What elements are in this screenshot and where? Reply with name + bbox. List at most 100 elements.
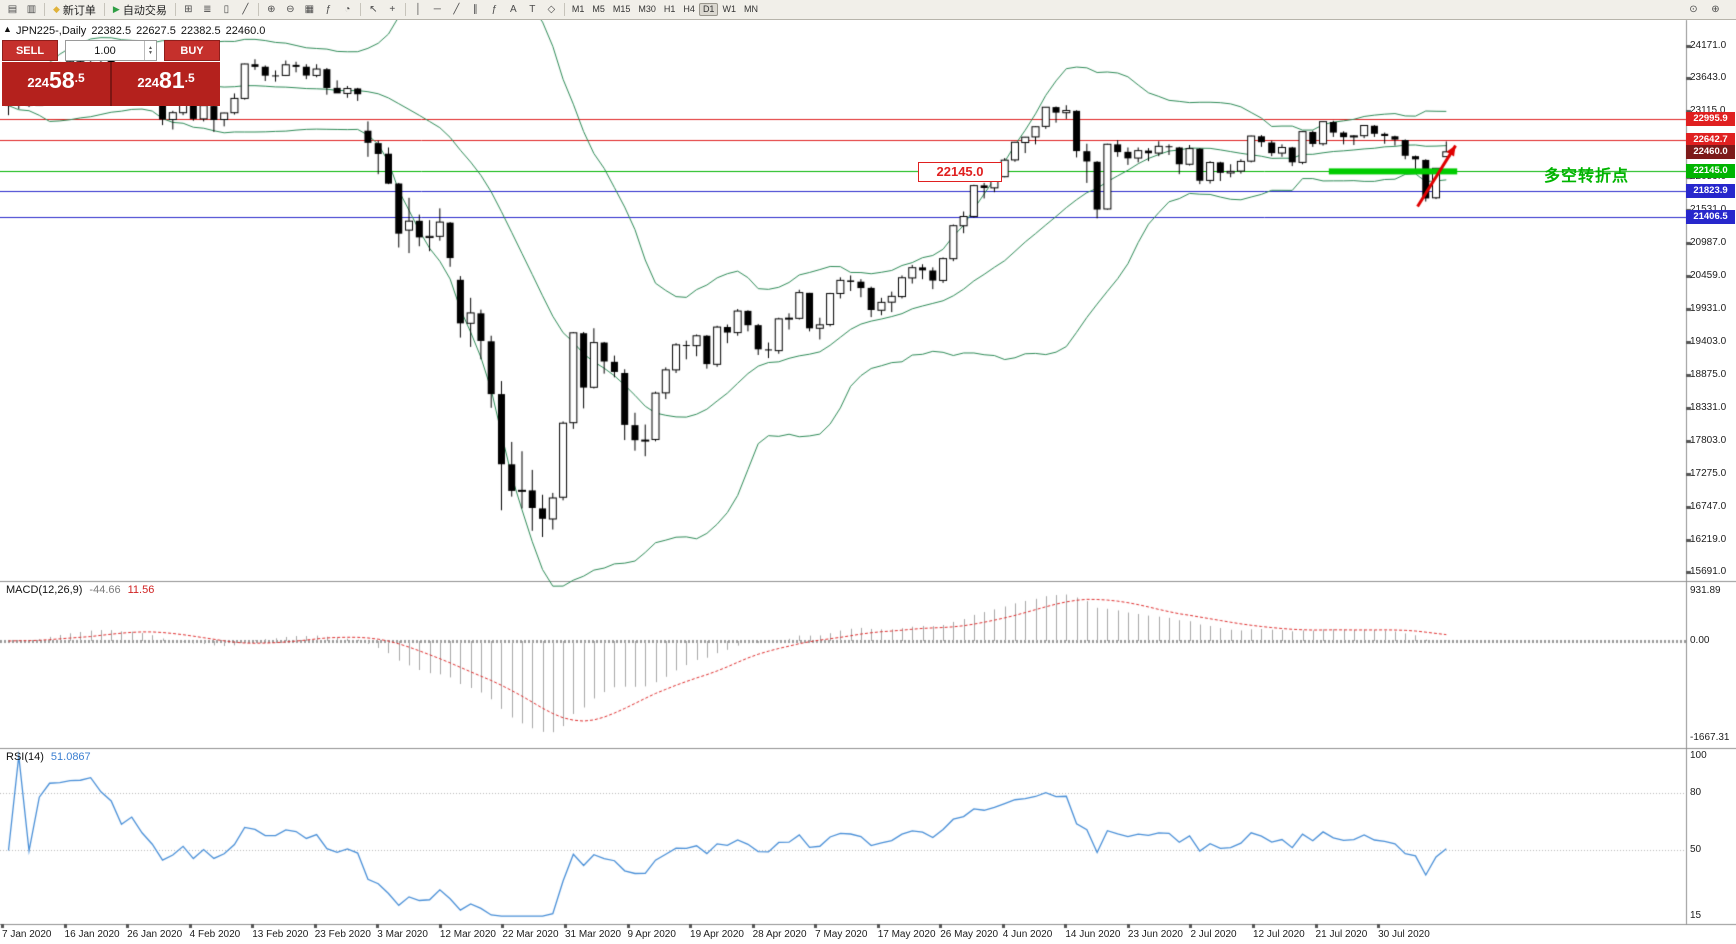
macd-signal-value: 11.56 [127, 584, 155, 596]
buy-price-part-2: .5 [184, 71, 195, 85]
date-axis-label: 23 Jun 2020 [1127, 929, 1183, 940]
ohlc-low: 22382.5 [180, 25, 221, 37]
vertical-line-icon[interactable]: │ [415, 3, 422, 15]
horizontal-line-icon[interactable]: ─ [433, 3, 441, 15]
date-axis-label: 23 Feb 2020 [314, 929, 371, 940]
toolbar-separator [174, 3, 176, 16]
chart-title: JPN225-,Daily 22382.5 22627.5 22382.5 22460.… [16, 25, 270, 37]
date-axis-label: 13 Feb 2020 [252, 929, 309, 940]
buy-price-part-0: 224 [137, 75, 160, 90]
tile-windows-icon[interactable]: ⊞ [184, 3, 193, 15]
date-axis-label: 30 Jul 2020 [1378, 929, 1430, 940]
price-axis-label: 16747.0 [1690, 500, 1727, 512]
price-axis-label: 20459.0 [1690, 270, 1727, 282]
new-order-button-label: 新订单 [62, 4, 96, 17]
rsi-value: 51.0867 [50, 751, 91, 763]
rsi-indicator-header: RSI(14) 51.0867 [6, 751, 91, 763]
ohlc-high: 22627.5 [136, 25, 176, 37]
price-axis-label: 24171.0 [1690, 39, 1727, 51]
date-axis-label: 28 Apr 2020 [752, 929, 807, 940]
crosshair-icon[interactable]: + [389, 3, 396, 15]
timeframe-button-m30[interactable]: M30 [638, 4, 656, 14]
date-axis-label: 7 Jan 2020 [2, 929, 52, 940]
date-axis-label: 14 Jun 2020 [1065, 929, 1121, 940]
fibonacci-icon[interactable]: ƒ [491, 3, 498, 15]
magnifier-plus-icon[interactable]: ⊕ [1711, 3, 1720, 15]
date-axis-label: 12 Mar 2020 [439, 929, 496, 940]
date-axis-label: 22 Mar 2020 [502, 929, 559, 940]
price-level-tag: 22642.7 [1686, 133, 1735, 148]
rsi-axis-label: 50 [1690, 844, 1702, 856]
rsi-axis-label: 80 [1690, 786, 1702, 798]
indicators-icon[interactable]: ƒ [325, 3, 332, 15]
ohlc-close: 22460.0 [225, 25, 266, 37]
autotrading-button-label: 自动交易 [122, 4, 167, 17]
spinner-down-icon[interactable]: ▼ [148, 49, 153, 56]
sell-price-part-1: 58 [49, 67, 75, 93]
timeframe-button-h1[interactable]: H1 [663, 4, 676, 14]
timeframe-button-d1[interactable]: D1 [698, 3, 719, 16]
zoom-in-icon[interactable]: ⊕ [267, 3, 276, 15]
timeframe-button-m1[interactable]: M1 [571, 4, 585, 14]
sell-button[interactable]: SELL [2, 40, 58, 61]
new-order-button[interactable]: ◆ 新订单 [48, 2, 101, 18]
chart-symbol-period: JPN225-,Daily [16, 25, 87, 37]
sell-price-part-2: .5 [74, 71, 85, 85]
timeframe-button-m5[interactable]: M5 [592, 4, 605, 14]
toolbar-separator [44, 3, 45, 16]
volume-value[interactable]: 1.00 [94, 44, 116, 57]
price-axis-label: 18875.0 [1690, 368, 1727, 380]
timeframe-button-w1[interactable]: W1 [722, 4, 736, 14]
cursor-icon[interactable]: ↖ [369, 3, 378, 15]
buy-button[interactable]: BUY [164, 40, 220, 61]
zoom-out-icon[interactable]: ⊖ [286, 3, 295, 15]
price-axis-label: 19931.0 [1690, 302, 1727, 314]
new-chart-icon[interactable]: ▤ [7, 3, 18, 15]
date-axis-label: 19 Apr 2020 [690, 929, 744, 940]
macd-axis-label: -1667.31 [1690, 732, 1730, 743]
buy-price[interactable]: 224 81.5 [112, 62, 220, 106]
bar-chart-icon[interactable]: ≣ [203, 3, 212, 15]
price-level-tag: 21406.5 [1686, 210, 1735, 225]
timeframe-button-h4[interactable]: H4 [683, 4, 695, 14]
shapes-icon[interactable]: ◇ [547, 3, 556, 15]
toolbar-separator [359, 3, 361, 16]
price-axis-label: 19403.0 [1690, 335, 1727, 347]
line-chart-icon[interactable]: ╱ [242, 3, 249, 15]
spinner-up-icon[interactable]: ▲ [148, 44, 153, 51]
text-icon[interactable]: A [510, 3, 517, 15]
price-annotation-box[interactable]: 22145.0 [918, 162, 1002, 182]
price-axis-label: 17803.0 [1690, 435, 1727, 447]
chart-profiles-icon[interactable]: ▥ [26, 3, 37, 15]
macd-indicator-header: MACD(12,26,9) -44.66 11.56 [6, 584, 154, 596]
grid-icon[interactable]: ▦ [304, 3, 315, 15]
magnifier-icon[interactable]: ⊙ [1689, 3, 1698, 15]
trendline-icon[interactable]: ╱ [453, 3, 460, 15]
volume-spinner[interactable]: ▲ ▼ [144, 41, 156, 60]
date-axis-label: 26 May 2020 [940, 929, 999, 940]
date-axis-label: 26 Jan 2020 [127, 929, 183, 940]
toolbar-separator [563, 3, 565, 16]
rsi-axis-label: 100 [1690, 750, 1707, 761]
one-click-collapse-icon[interactable]: ▲ [3, 24, 12, 34]
volume-input[interactable]: 1.00 ▲ ▼ [65, 40, 157, 61]
channel-icon[interactable]: ∥ [472, 3, 478, 15]
date-axis-label: 17 May 2020 [877, 929, 936, 940]
timeframe-button-mn[interactable]: MN [743, 4, 758, 14]
date-axis-label: 9 Apr 2020 [627, 929, 676, 940]
label-icon[interactable]: T [529, 3, 536, 15]
periods-icon[interactable]: ◔ [344, 3, 351, 15]
autotrading-button[interactable]: ▶ 自动交易 [108, 2, 172, 18]
buy-price-part-1: 81 [159, 67, 185, 93]
price-axis-label: 21531.0 [1690, 203, 1727, 215]
candlestick-chart-icon[interactable]: ▯ [223, 3, 230, 15]
macd-title: MACD(12,26,9) [6, 584, 83, 596]
sell-price-part-0: 224 [27, 75, 50, 90]
sell-price[interactable]: 224 58.5 [2, 62, 112, 106]
timeframe-button-m15[interactable]: M15 [612, 4, 631, 14]
turning-point-annotation: 多空转折点 [1544, 168, 1630, 185]
date-axis-label: 4 Feb 2020 [189, 929, 241, 940]
price-axis-label: 23643.0 [1690, 72, 1727, 84]
